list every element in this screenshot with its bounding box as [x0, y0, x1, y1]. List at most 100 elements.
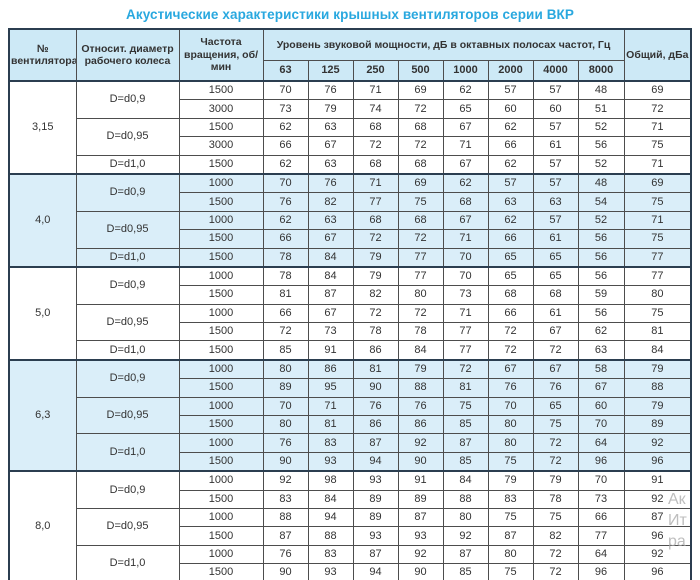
table-header: № вентилятора Относит. диаметр рабочего … [8, 28, 692, 82]
level-cell: 87 [397, 507, 444, 528]
speed-cell: 1500 [178, 322, 264, 342]
level-cell: 94 [352, 451, 399, 472]
level-cell: 90 [352, 378, 399, 398]
diameter-cell: D=d1,0 [75, 247, 180, 268]
level-cell: 72 [532, 340, 579, 361]
table-row: 6,3 D=d0,9 1000 80 86 81 79 72 67 67 58 79 [8, 358, 692, 472]
table-row: D=d0,95 1000 88 94 89 87 80 75 75 66 87 [9, 507, 692, 546]
level-cell: 92 [397, 433, 444, 453]
level-cell: 87 [442, 433, 489, 453]
level-cell: 60 [532, 99, 579, 119]
level-cell: 86 [397, 415, 444, 435]
level-cell: 74 [352, 99, 399, 119]
header-speed: Частота вращения, об/мин [178, 28, 264, 82]
speed-cell: 1500 [178, 378, 264, 398]
table-row: D=d1,0 1000 76 83 87 92 87 80 72 64 92 [9, 433, 692, 472]
table-row: D=d0,95 1000 66 67 72 72 71 66 61 56 75 [9, 303, 692, 342]
level-cell: 85 [442, 451, 489, 472]
level-cell: 85 [442, 563, 489, 580]
level-cell: 76 [487, 378, 534, 398]
level-cell: 83 [262, 489, 309, 509]
level-cell: 65 [532, 265, 579, 287]
speed-cell: 1000 [178, 507, 264, 528]
level-cell: 88 [397, 378, 444, 398]
table-body: 3,15 D=d0,9 1500 70 76 71 69 62 57 57 48 69 3000 73 79… [8, 79, 692, 580]
level-cell: 85 [262, 340, 309, 361]
level-cell: 92 [442, 526, 489, 546]
diameter-cell: D=d0,9 [75, 358, 180, 398]
level-cell: 76 [352, 396, 399, 417]
level-cell: 66 [487, 229, 534, 249]
level-cell: 72 [352, 303, 399, 324]
level-cell: 57 [532, 172, 579, 194]
diameter-cell: D=d0,95 [75, 303, 180, 342]
level-cell: 93 [307, 451, 354, 472]
level-cell: 62 [262, 154, 309, 175]
total-cell: 79 [623, 396, 692, 417]
level-cell: 60 [487, 99, 534, 119]
level-cell: 93 [352, 470, 399, 491]
level-cell: 72 [442, 358, 489, 380]
level-cell: 76 [262, 433, 309, 453]
level-cell: 71 [442, 229, 489, 249]
table-row: 1500 90 93 94 90 85 75 72 96 96 [9, 563, 692, 580]
diameter-cell: D=d0,9 [75, 470, 180, 509]
level-cell: 67 [307, 136, 354, 156]
level-cell: 65 [532, 396, 579, 417]
total-cell: 92 [623, 433, 692, 453]
speed-cell: 1000 [178, 470, 264, 491]
level-cell: 70 [262, 80, 309, 101]
level-cell: 90 [262, 563, 309, 580]
level-cell: 94 [352, 563, 399, 580]
speed-cell: 1000 [178, 433, 264, 453]
level-cell: 76 [307, 80, 354, 101]
speed-cell: 1500 [178, 415, 264, 435]
table-row: 1500 72 73 78 78 77 72 67 62 81 [9, 322, 692, 342]
speed-cell: 1000 [178, 265, 264, 287]
level-cell: 68 [352, 210, 399, 231]
level-cell: 62 [577, 322, 625, 342]
diameter-cell: D=d0,95 [75, 396, 180, 435]
level-cell: 72 [397, 99, 444, 119]
level-cell: 66 [262, 303, 309, 324]
speed-cell: 1500 [178, 229, 264, 249]
level-cell: 87 [307, 285, 354, 305]
level-cell: 57 [487, 172, 534, 194]
level-cell: 61 [532, 136, 579, 156]
level-cell: 62 [487, 154, 534, 175]
level-cell: 72 [397, 303, 444, 324]
level-cell: 73 [442, 285, 489, 305]
level-cell: 75 [487, 563, 534, 580]
level-cell: 68 [397, 210, 444, 231]
level-cell: 72 [532, 563, 579, 580]
speed-cell: 1500 [178, 451, 264, 472]
level-cell: 71 [442, 136, 489, 156]
level-cell: 92 [262, 470, 309, 491]
total-cell: 69 [623, 80, 692, 101]
level-cell: 71 [352, 80, 399, 101]
level-cell: 72 [487, 340, 534, 361]
table-row: 3000 66 67 72 72 71 66 61 56 75 [9, 136, 692, 156]
total-cell: 75 [623, 136, 692, 156]
level-cell: 56 [577, 247, 625, 268]
table-row: D=d1,0 1500 78 84 79 77 70 65 65 56 77 [9, 247, 692, 268]
level-cell: 76 [307, 172, 354, 194]
table-row: 4,0 D=d0,9 1000 70 76 71 69 62 57 57 48 69 [8, 172, 692, 268]
total-cell: 89 [623, 415, 692, 435]
level-cell: 63 [307, 210, 354, 231]
table-row: D=d1,0 1000 76 83 87 92 87 80 72 64 92 [9, 544, 692, 580]
level-cell: 76 [262, 192, 309, 212]
level-cell: 67 [442, 117, 489, 138]
level-cell: 75 [487, 451, 534, 472]
header-band-1000: 1000 [442, 60, 489, 82]
total-cell: 71 [623, 154, 692, 175]
total-cell: 84 [623, 340, 692, 361]
level-cell: 68 [532, 285, 579, 305]
total-cell: 88 [623, 378, 692, 398]
level-cell: 52 [577, 117, 625, 138]
level-cell: 57 [487, 80, 534, 101]
level-cell: 84 [307, 489, 354, 509]
speed-cell: 1500 [178, 192, 264, 212]
speed-cell: 1000 [178, 544, 264, 565]
level-cell: 82 [307, 192, 354, 212]
